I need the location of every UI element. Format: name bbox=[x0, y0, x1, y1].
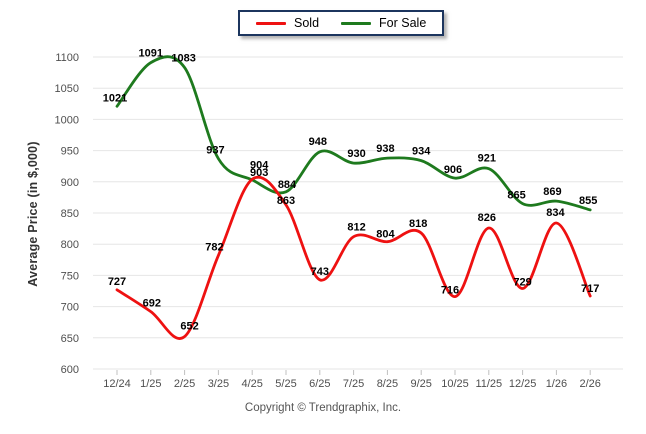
y-tick-label: 900 bbox=[61, 177, 79, 189]
price-trend-chart: 600 650 700 750 800 850 900 950 1000 1050 1100 12/2… bbox=[55, 48, 623, 390]
data-label: 804 bbox=[376, 229, 395, 241]
y-tick-label: 750 bbox=[61, 270, 79, 282]
x-tick-label: 6/25 bbox=[309, 378, 330, 390]
x-tick-label: 4/25 bbox=[241, 378, 262, 390]
data-label: 826 bbox=[478, 212, 496, 224]
y-tick-label: 1050 bbox=[55, 83, 79, 95]
data-label: 884 bbox=[278, 179, 297, 191]
x-tick-label: 2/26 bbox=[579, 378, 600, 390]
legend-label-for-sale: For Sale bbox=[379, 16, 427, 30]
x-tick-label: 9/25 bbox=[410, 378, 431, 390]
data-label: 652 bbox=[180, 321, 198, 333]
data-label: 1091 bbox=[139, 48, 163, 60]
copyright-text: Copyright © Trendgraphix, Inc. bbox=[244, 402, 402, 414]
data-label: 930 bbox=[347, 148, 365, 160]
x-tick-label: 8/25 bbox=[377, 378, 398, 390]
legend-label-sold: Sold bbox=[294, 16, 320, 30]
data-label: 855 bbox=[579, 195, 597, 207]
data-label: 782 bbox=[205, 241, 223, 253]
y-tick-label: 850 bbox=[61, 208, 79, 220]
gridlines: 600 650 700 750 800 850 900 950 1000 1050 1100 bbox=[55, 52, 623, 376]
data-label: 863 bbox=[277, 195, 295, 207]
sold-line-swatch bbox=[256, 21, 286, 25]
x-tick-label: 12/24 bbox=[103, 378, 131, 390]
data-label: 818 bbox=[409, 218, 427, 230]
data-label: 938 bbox=[376, 143, 394, 155]
data-label: 727 bbox=[108, 276, 126, 288]
y-tick-label: 800 bbox=[61, 239, 79, 251]
x-tick-label: 7/25 bbox=[343, 378, 364, 390]
data-label: 921 bbox=[478, 153, 496, 165]
data-label: 729 bbox=[513, 277, 531, 289]
x-axis: 12/24 1/25 2/25 3/25 4/25 5/25 6/25 7/25 8/25 9/2… bbox=[103, 370, 601, 390]
data-label: 834 bbox=[546, 207, 565, 219]
y-tick-label: 1000 bbox=[55, 114, 79, 126]
x-tick-label: 2/25 bbox=[174, 378, 195, 390]
data-label: 1021 bbox=[103, 92, 127, 104]
y-tick-label: 650 bbox=[61, 333, 79, 345]
y-tick-label: 700 bbox=[61, 302, 79, 314]
data-label: 743 bbox=[311, 266, 329, 278]
data-label: 869 bbox=[543, 186, 561, 198]
data-label: 1083 bbox=[171, 53, 195, 65]
data-label: 692 bbox=[143, 298, 161, 310]
sold-line bbox=[115, 175, 592, 340]
x-tick-label: 10/25 bbox=[441, 378, 469, 390]
data-label: 906 bbox=[444, 164, 462, 176]
data-label: 716 bbox=[441, 285, 459, 297]
x-tick-label: 12/25 bbox=[509, 378, 537, 390]
for-sale-line bbox=[115, 55, 592, 212]
for-sale-line-swatch bbox=[341, 21, 372, 25]
y-tick-label: 1100 bbox=[55, 52, 79, 64]
x-tick-label: 11/25 bbox=[475, 378, 502, 390]
data-label: 904 bbox=[250, 159, 269, 171]
x-tick-label: 5/25 bbox=[275, 378, 296, 390]
data-label: 812 bbox=[347, 222, 365, 234]
legend-item-for-sale: For Sale bbox=[341, 16, 426, 30]
chart-legend: Sold For Sale bbox=[238, 10, 445, 36]
y-tick-label: 950 bbox=[61, 146, 79, 158]
data-label: 717 bbox=[581, 283, 599, 295]
x-tick-label: 1/25 bbox=[140, 378, 161, 390]
for-sale-data-labels: 1021 1091 1083 937 903 884 948 930 938 934 906 921 8… bbox=[103, 48, 598, 207]
data-label: 948 bbox=[309, 136, 327, 148]
sold-data-labels: 727 692 652 782 904 863 743 812 804 818 716 826 729 8… bbox=[108, 159, 600, 332]
data-label: 937 bbox=[206, 145, 224, 157]
data-label: 934 bbox=[412, 146, 431, 158]
x-tick-label: 3/25 bbox=[208, 378, 229, 390]
data-label: 903 bbox=[250, 167, 268, 179]
data-label: 865 bbox=[507, 190, 525, 202]
x-tick-label: 1/26 bbox=[546, 378, 567, 390]
y-tick-label: 600 bbox=[61, 364, 79, 376]
legend-item-sold: Sold bbox=[256, 16, 319, 30]
